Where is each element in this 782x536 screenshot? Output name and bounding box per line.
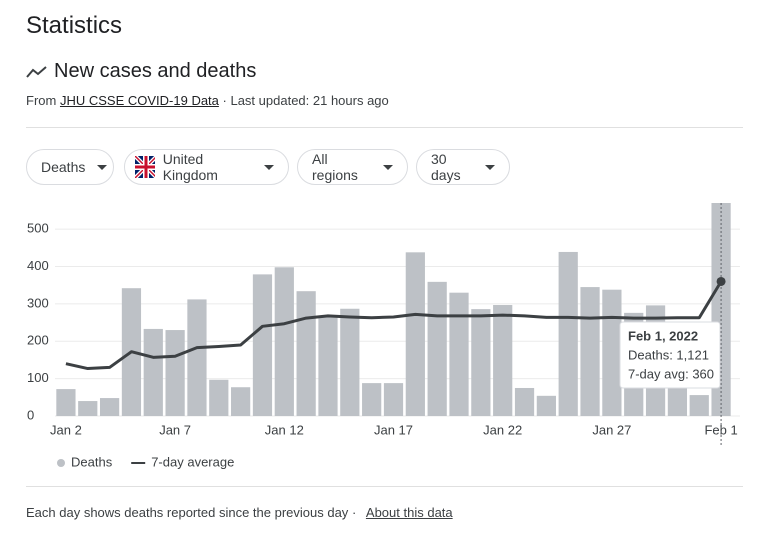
legend-label: Deaths — [71, 454, 113, 469]
updated: · Last updated: 21 hours ago — [222, 93, 389, 108]
section-title: New cases and deaths — [54, 60, 257, 82]
avg-line — [65, 280, 723, 371]
page-title: Statistics — [26, 12, 123, 39]
dropdown-label: United Kingdom — [162, 151, 218, 183]
bar — [558, 251, 578, 416]
bar — [318, 316, 338, 416]
bar — [78, 401, 98, 416]
x-tick-label: Jan 27 — [592, 422, 631, 437]
region-dropdown[interactable]: All regions — [297, 149, 408, 185]
y-tick-label: 200 — [27, 333, 49, 348]
legend-swatch — [57, 459, 65, 467]
about-link[interactable]: About this data — [365, 505, 453, 520]
bar — [383, 383, 404, 416]
divider — [26, 486, 743, 487]
footer: Each day shows deaths reported since the… — [26, 505, 453, 520]
y-tick-label: 100 — [27, 370, 49, 385]
dropdown-label: 30 days — [431, 151, 461, 183]
divider — [26, 127, 743, 128]
x-tick-label: Jan 17 — [374, 422, 413, 437]
bar — [296, 291, 316, 416]
flag — [135, 156, 155, 178]
separator: · — [351, 505, 357, 520]
bar — [427, 281, 447, 416]
bar — [187, 299, 207, 416]
bar — [231, 387, 251, 416]
bar — [689, 395, 709, 416]
y-tick-label: 300 — [27, 295, 49, 310]
country-dropdown[interactable]: United Kingdom — [124, 149, 289, 185]
bar — [471, 309, 491, 416]
bar — [362, 383, 382, 416]
legend-label: 7-day average — [151, 454, 234, 469]
bar — [274, 267, 294, 416]
bar — [580, 287, 600, 416]
range-dropdown[interactable]: 30 days — [416, 149, 510, 185]
x-tick-label: Jan 22 — [483, 422, 522, 437]
bar — [602, 289, 622, 416]
hover-point — [716, 276, 726, 286]
tooltip-box — [619, 321, 721, 389]
bar — [340, 308, 360, 416]
bar — [165, 330, 185, 416]
y-tick-label: 500 — [27, 221, 49, 236]
x-tick-label: Jan 7 — [159, 422, 191, 437]
metric-dropdown[interactable]: Deaths — [26, 149, 114, 185]
bar — [252, 274, 273, 416]
tooltip-title: Feb 1, 2022 — [628, 328, 698, 343]
source-link[interactable]: JHU CSSE COVID-19 Data — [59, 93, 219, 108]
trend-icon — [26, 66, 47, 78]
x-tick-label: Feb 1 — [704, 422, 737, 437]
bar — [143, 328, 163, 416]
tooltip-avg: 7-day avg: 360 — [628, 366, 714, 381]
bar — [449, 292, 469, 416]
footer-note: Each day shows deaths reported since the… — [26, 505, 349, 520]
bar — [405, 252, 425, 416]
bar — [56, 389, 76, 416]
source-line: From JHU CSSE COVID-19 Data · Last updat… — [26, 93, 389, 108]
bar — [536, 395, 556, 416]
bar — [209, 379, 229, 416]
dropdown-label: All regions — [312, 151, 358, 183]
x-tick-label: Jan 12 — [265, 422, 304, 437]
x-tick-label: Jan 2 — [50, 422, 82, 437]
y-tick-label: 400 — [27, 258, 49, 273]
bar — [99, 398, 120, 416]
source-prefix: From — [26, 93, 57, 108]
bar — [514, 387, 535, 416]
y-tick-label: 0 — [27, 407, 34, 422]
bar — [493, 305, 513, 416]
dropdown-label: Deaths — [41, 159, 86, 175]
tooltip-deaths: Deaths: 1,121 — [628, 347, 709, 362]
